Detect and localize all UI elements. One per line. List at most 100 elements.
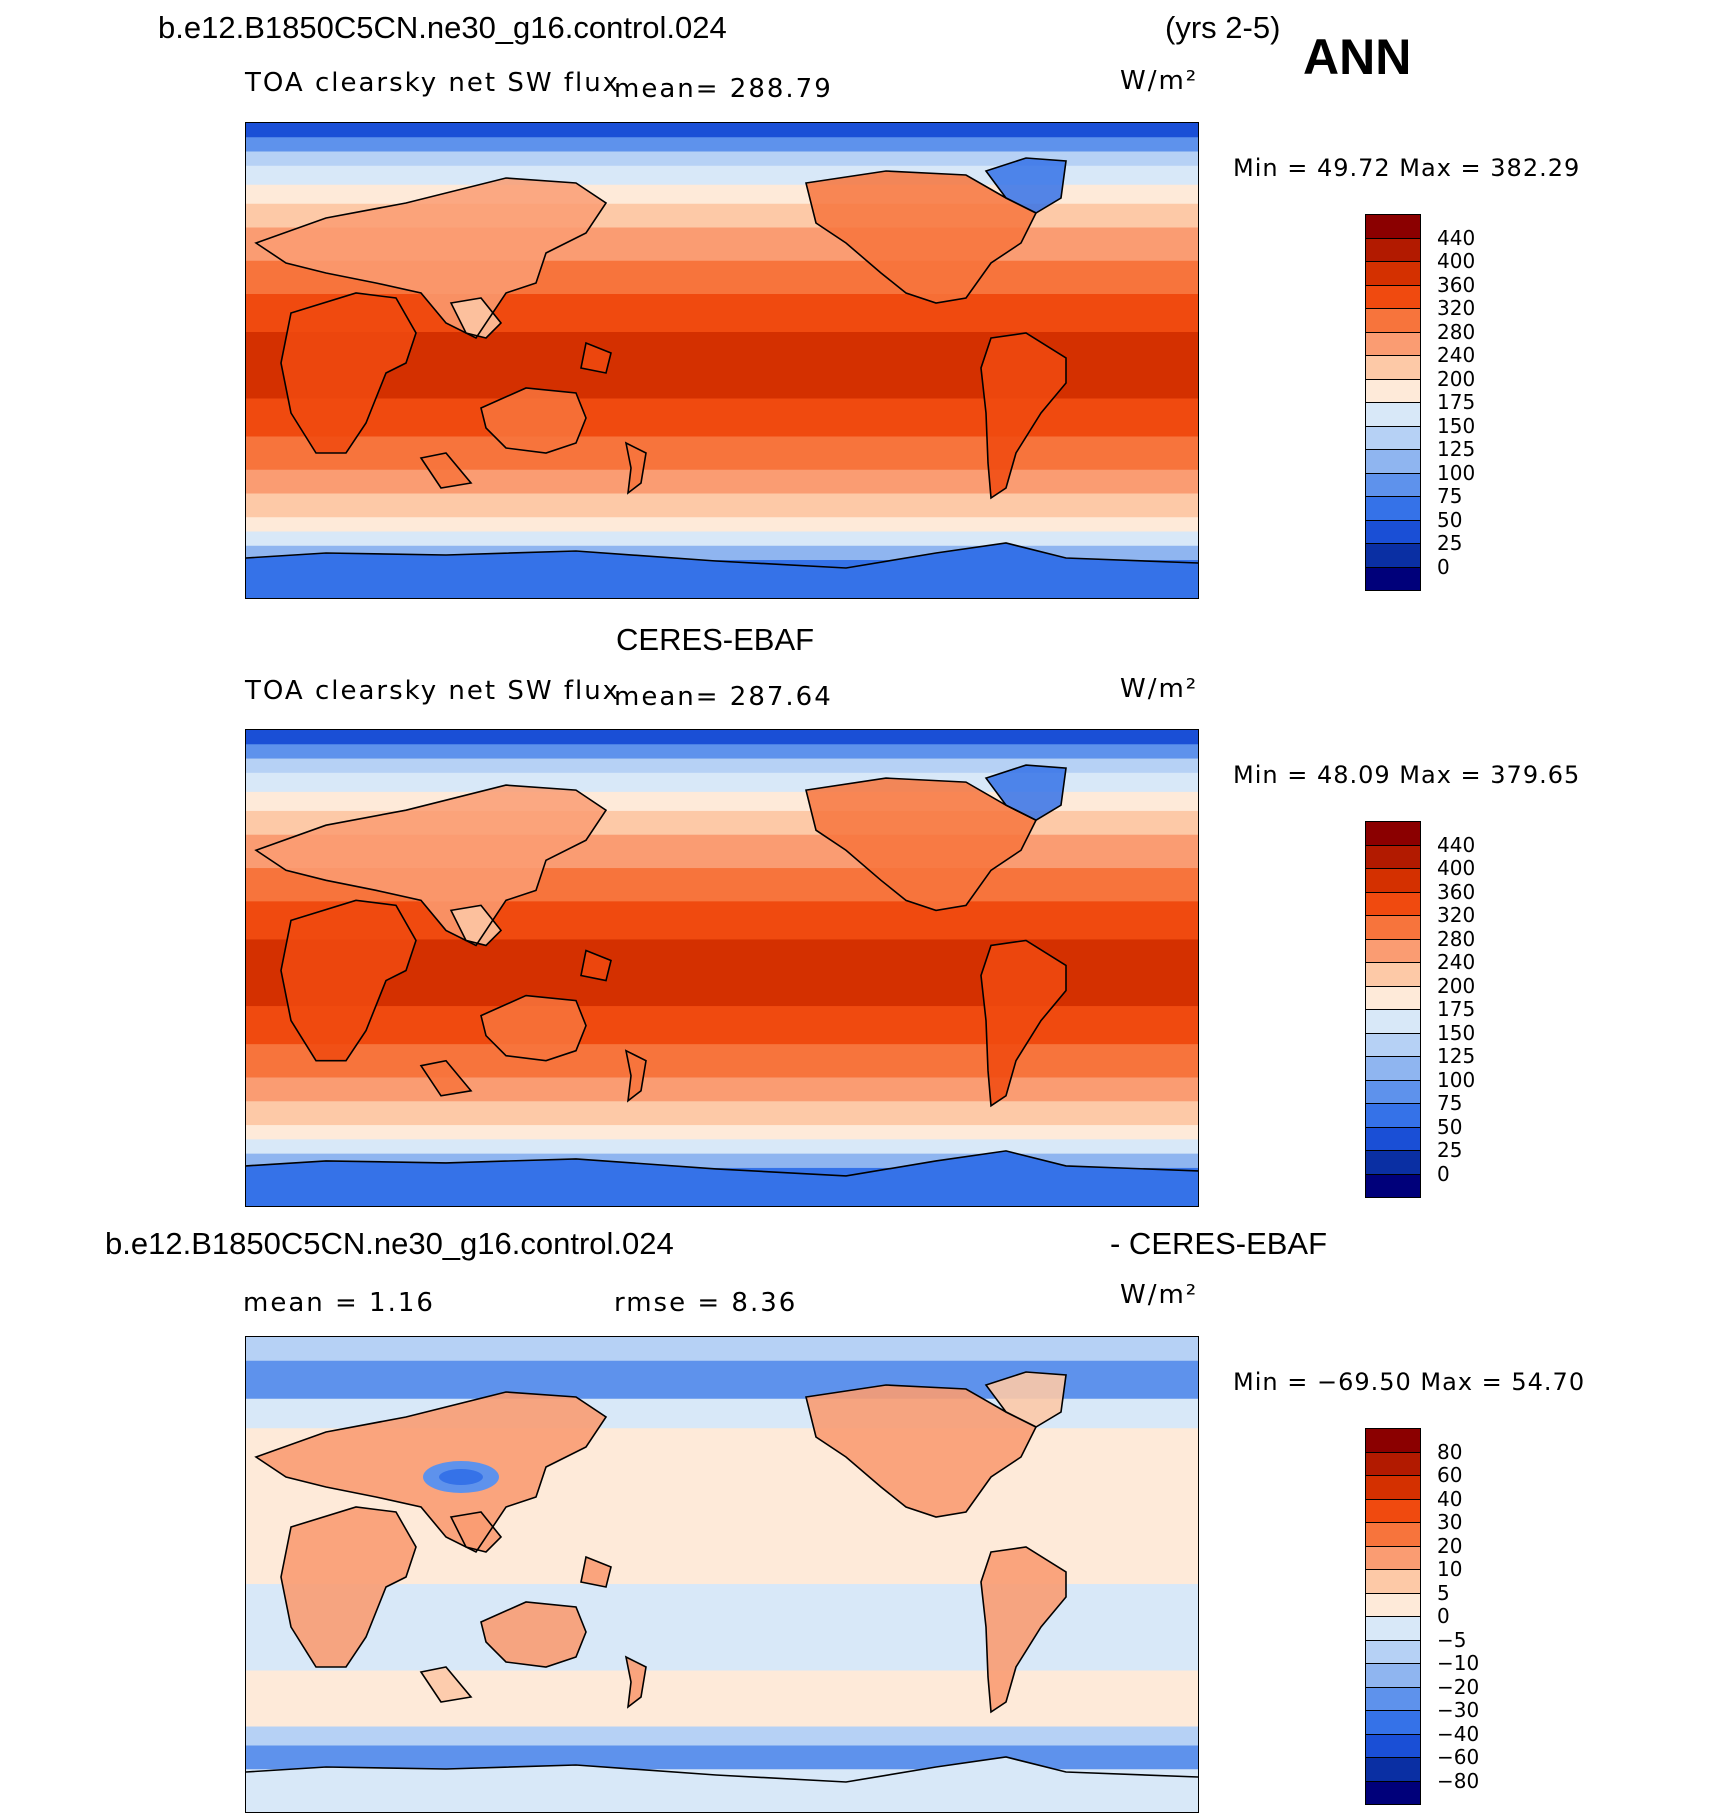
difference-zone: [246, 1631, 1198, 1671]
colorbar-label: −20: [1437, 1674, 1480, 1699]
panel1-units: W/m²: [1120, 66, 1199, 96]
panel3-rmse: rmse = 8.36: [614, 1288, 798, 1318]
colorbar-label: 40: [1437, 1486, 1463, 1511]
colorbar-swatch: [1365, 1639, 1421, 1664]
colorbar-label: 200: [1437, 366, 1476, 391]
coastline: [246, 542, 1198, 569]
colorbar-swatch: [1365, 449, 1421, 474]
continent-fill: [481, 1602, 586, 1667]
colorbar-swatch: [1365, 1616, 1421, 1641]
difference-zone: [246, 1726, 1198, 1747]
colorbar-label: 320: [1437, 296, 1476, 320]
colorbar-label: 440: [1437, 832, 1476, 857]
continent-fill: [981, 940, 1066, 1106]
panel3-minmax: Min = −69.50 Max = 54.70: [1233, 1368, 1586, 1396]
coastline: [624, 441, 647, 495]
continent-fill: [981, 333, 1066, 498]
colorbar-label: 150: [1437, 1020, 1476, 1045]
coastline: [580, 1555, 612, 1588]
coastline: [805, 1384, 1038, 1518]
colorbar-label: 25: [1437, 1138, 1463, 1162]
antarctica-fill: [246, 543, 1198, 598]
latitude-band: [246, 730, 1198, 746]
colorbar-swatch: [1365, 962, 1421, 987]
latitude-band: [246, 1044, 1198, 1079]
coastline: [805, 777, 1038, 912]
colorbar-swatch: [1365, 1009, 1421, 1034]
colorbar-swatch: [1365, 985, 1421, 1010]
colorbar-swatch: [1365, 543, 1421, 568]
colorbar-swatch: [1365, 566, 1421, 591]
colorbar-label: −10: [1437, 1651, 1480, 1675]
latitude-band: [246, 1139, 1198, 1155]
colorbar-swatch: [1365, 1451, 1421, 1476]
colorbar-label: 100: [1437, 1067, 1476, 1092]
colorbar-swatch: [1365, 214, 1421, 239]
colorbar-label: 360: [1437, 272, 1476, 297]
coastline: [580, 949, 612, 982]
antarctica-fill: [246, 1757, 1198, 1812]
colorbar-label: 175: [1437, 390, 1476, 414]
antarctica-fill: [246, 1150, 1198, 1206]
panel3-title-right: - CERES-EBAF: [1110, 1226, 1328, 1261]
panel2-variable: TOA clearsky net SW flux: [245, 676, 621, 706]
coastline: [980, 939, 1067, 1108]
colorbar-swatch: [1365, 1686, 1421, 1711]
colorbar-swatch: [1365, 891, 1421, 916]
colorbar-label: 280: [1437, 926, 1476, 951]
coastline: [246, 1756, 1198, 1783]
panel2-units: W/m²: [1120, 674, 1199, 704]
latitude-band: [246, 151, 1198, 167]
panel2-map: [245, 729, 1199, 1207]
years-label: (yrs 2-5): [1165, 10, 1281, 45]
colorbar-label: 80: [1437, 1439, 1463, 1464]
colorbar-label: 75: [1437, 1091, 1463, 1115]
colorbar-swatch: [1365, 1592, 1421, 1617]
panel3-colorbar: 80 60 40 30 20 10 5 0 −5 −10 −20 −30 −40 −60 −80: [1365, 1428, 1479, 1805]
coastline: [449, 1511, 503, 1553]
continent-fill: [806, 1385, 1036, 1517]
colorbar-swatch: [1365, 1079, 1421, 1104]
coastline: [280, 1506, 417, 1668]
colorbar-swatch: [1365, 1056, 1421, 1081]
continent-fill: [981, 1547, 1066, 1712]
panel1-minmax: Min = 49.72 Max = 382.29: [1233, 154, 1581, 182]
coastline: [980, 1546, 1067, 1714]
land-fill: [246, 1372, 1198, 1812]
coastline: [805, 170, 1038, 304]
continent-fill: [481, 995, 586, 1061]
colorbar-swatch: [1365, 1173, 1421, 1198]
coastline: [624, 1049, 647, 1103]
panel1-map-plot: [246, 123, 1198, 598]
colorbar-swatch: [1365, 284, 1421, 309]
panel1-variable: TOA clearsky net SW flux: [245, 68, 621, 98]
colorbar-label: 175: [1437, 997, 1476, 1021]
latitude-band: [246, 398, 1198, 438]
colorbar-swatch: [1365, 1757, 1421, 1782]
coastline: [984, 1371, 1067, 1428]
colorbar-label: 150: [1437, 413, 1476, 438]
colorbar-swatch: [1365, 1710, 1421, 1735]
continent-fill: [986, 765, 1066, 821]
continent-fill: [421, 1667, 471, 1702]
coastline: [984, 764, 1067, 822]
continent-fill: [281, 1507, 416, 1667]
colorbar-swatch: [1365, 1663, 1421, 1688]
colorbar-label: 50: [1437, 507, 1463, 532]
panel2-minmax: Min = 48.09 Max = 379.65: [1233, 761, 1581, 789]
colorbar-label: 10: [1437, 1557, 1463, 1581]
coastlines: [246, 764, 1198, 1177]
difference-zone: [246, 1745, 1198, 1771]
difference-zone: [246, 1337, 1198, 1362]
continent-fill: [421, 453, 471, 488]
latitude-band: [246, 758, 1198, 774]
coastline: [980, 332, 1067, 500]
continent-fill: [256, 785, 606, 946]
panel2-map-plot: [246, 730, 1198, 1206]
continent-fill: [986, 158, 1066, 213]
continent-fill: [481, 388, 586, 453]
panel3-map-plot: [246, 1337, 1198, 1812]
colorbar-label: 400: [1437, 856, 1476, 880]
season-label: ANN: [1303, 29, 1412, 85]
coastline: [419, 452, 473, 489]
